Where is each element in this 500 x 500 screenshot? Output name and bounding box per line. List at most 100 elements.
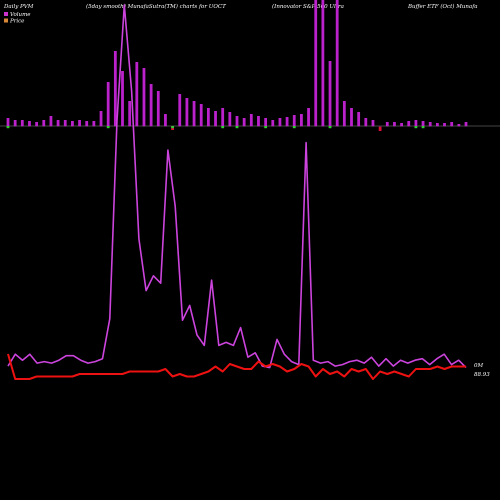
volume-bar	[149, 84, 153, 126]
volume-bar	[464, 122, 468, 126]
volume-bar	[435, 123, 439, 126]
volume-bar	[214, 111, 217, 126]
legend-label-volume: Volume	[10, 12, 31, 18]
signal-mark	[342, 126, 346, 127]
volume-bar	[428, 122, 432, 126]
volume-bar	[421, 121, 425, 126]
price-value-label: 88.93	[474, 372, 490, 378]
signal-mark	[178, 126, 182, 127]
legend-swatch-price	[4, 18, 8, 23]
signal-mark	[249, 126, 253, 127]
volume-bar	[35, 122, 39, 126]
signal-mark	[235, 126, 239, 129]
volume-bar	[271, 120, 275, 126]
signal-mark	[228, 126, 232, 127]
volume-bar	[164, 114, 167, 126]
volume-bar	[321, 0, 325, 126]
volume-bar	[357, 112, 361, 126]
signal-mark	[106, 126, 110, 129]
signal-mark	[321, 126, 325, 127]
volume-bar	[342, 101, 346, 126]
volume-bar	[249, 114, 253, 126]
volume-bar	[142, 68, 146, 126]
signal-mark	[335, 126, 339, 127]
volume-bar	[378, 126, 382, 131]
chart-title-part-3: (Innovator S&P 500 Ultra	[272, 3, 344, 10]
volume-bar	[42, 120, 46, 126]
volume-bar	[192, 101, 196, 126]
signal-mark	[242, 126, 246, 127]
volume-bar	[307, 108, 310, 126]
signal-mark	[121, 126, 124, 127]
legend-label-price: Price	[9, 19, 25, 25]
chart-header: Daily PVM (5day smooth) MunafaSutra(TM) …	[3, 3, 478, 10]
signal-mark	[364, 126, 368, 127]
signal-mark	[63, 126, 67, 127]
signal-mark	[278, 126, 282, 127]
volume-bar	[314, 0, 318, 126]
volume-bar	[364, 118, 368, 126]
signal-mark	[421, 126, 425, 129]
signal-mark	[78, 126, 81, 127]
volume-bar	[235, 116, 239, 126]
signal-mark	[271, 126, 275, 127]
volume-bar	[385, 122, 389, 126]
volume-bar	[242, 118, 246, 126]
signal-mark	[414, 126, 418, 129]
volume-bar	[292, 115, 296, 126]
volume-bar	[407, 121, 411, 126]
volume-bar	[300, 114, 303, 126]
volume-bar	[443, 123, 446, 126]
signal-mark	[350, 126, 353, 127]
volume-bar	[335, 0, 339, 126]
signal-mark	[92, 126, 96, 127]
chart-title-part-2: (5day smooth) MunafaSutra(TM) charts for…	[86, 3, 226, 10]
signal-mark	[156, 126, 160, 127]
signal-mark	[199, 126, 203, 127]
volume-bar	[85, 121, 89, 126]
volume-bar	[56, 120, 60, 126]
volume-bar	[13, 120, 17, 126]
signal-mark	[71, 126, 74, 127]
volume-bar	[199, 104, 203, 126]
signal-mark	[142, 126, 146, 127]
volume-bar	[328, 61, 332, 126]
signal-mark	[99, 126, 103, 127]
chart-legend: Volume Price	[4, 12, 31, 25]
signal-mark	[407, 126, 411, 127]
volume-bar	[228, 112, 232, 126]
volume-bar	[278, 118, 282, 126]
volume-bar	[121, 71, 124, 126]
signal-mark	[171, 126, 174, 129]
volume-bar	[106, 82, 110, 126]
signal-mark	[56, 126, 60, 127]
volume-bar	[49, 116, 53, 126]
volume-bar	[6, 118, 10, 126]
signal-row	[6, 126, 468, 129]
volume-bar	[156, 91, 160, 126]
signal-mark	[257, 126, 260, 127]
volume-bar	[414, 120, 418, 126]
signal-mark	[264, 126, 268, 129]
signal-mark	[214, 126, 217, 127]
signal-mark	[49, 126, 53, 127]
legend-swatch-volume	[4, 12, 8, 16]
signal-mark	[443, 126, 446, 127]
signal-mark	[285, 126, 289, 127]
signal-mark	[292, 126, 296, 129]
volume-bar	[185, 98, 189, 126]
signal-mark	[128, 126, 132, 127]
signal-mark	[113, 126, 117, 127]
signal-mark	[378, 126, 382, 127]
volume-bar	[28, 121, 31, 126]
signal-mark	[435, 126, 439, 127]
volume-bars	[6, 0, 468, 131]
signal-mark	[464, 126, 468, 127]
volume-bar	[20, 120, 24, 126]
signal-mark	[357, 126, 361, 127]
volume-bar	[206, 108, 210, 126]
volume-bar	[371, 120, 375, 126]
volume-bar	[285, 117, 289, 126]
volume-bar	[221, 108, 225, 126]
